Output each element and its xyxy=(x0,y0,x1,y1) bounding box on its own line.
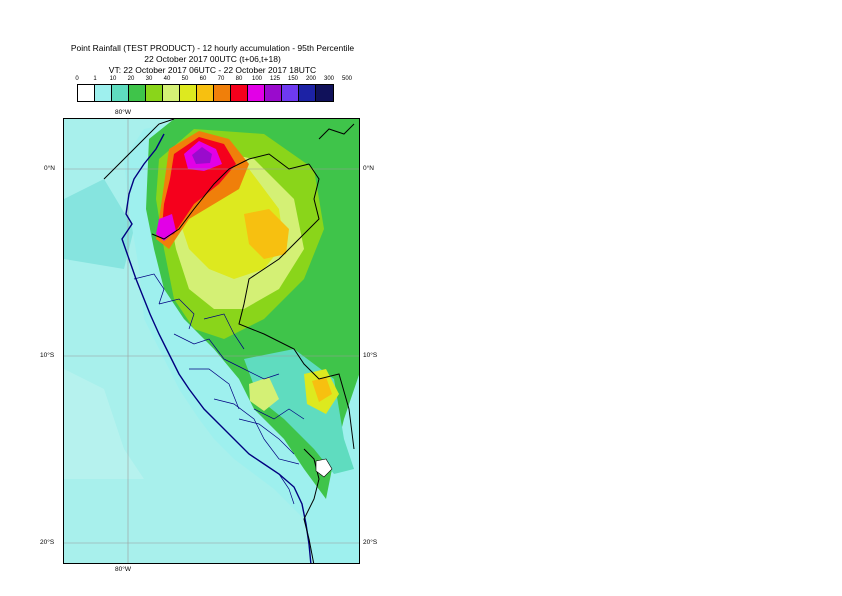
border-north xyxy=(318,123,355,140)
ocean-darker-band xyxy=(64,179,134,269)
ocean-south-band xyxy=(64,369,144,479)
lat-label-right-0: 0°N xyxy=(363,165,374,172)
legend-swatch-2 xyxy=(112,85,129,101)
legend-tick-label: 30 xyxy=(145,76,153,82)
legend-tick-label: 80 xyxy=(235,76,243,82)
legend-tick-label: 200 xyxy=(305,76,316,82)
title-line-2: 22 October 2017 00UTC (t+06,t+18) xyxy=(144,54,281,64)
regional-boundaries xyxy=(133,273,305,505)
lat-label-right-10: 10°S xyxy=(363,352,378,359)
lat-label-left-0: 0°N xyxy=(44,165,55,172)
legend-swatch-1 xyxy=(95,85,112,101)
legend-swatch-5 xyxy=(163,85,180,101)
lon-label-top: 80°W xyxy=(115,109,131,116)
lat-label-left-20: 20°S xyxy=(40,539,55,546)
legend-tick-label: 60 xyxy=(199,76,207,82)
legend-tick-label: 100 xyxy=(251,76,262,82)
lon-label-bottom: 80°W xyxy=(115,566,131,573)
title-line-3: VT: 22 October 2017 06UTC - 22 October 2… xyxy=(108,65,317,75)
legend-tick-label: 300 xyxy=(323,76,334,82)
legend-tick-label: 50 xyxy=(181,76,189,82)
legend-swatch-12 xyxy=(282,85,299,101)
color-legend xyxy=(77,84,334,102)
legend-swatch-13 xyxy=(299,85,316,101)
border-peru-brazil xyxy=(238,163,355,450)
legend-swatch-8 xyxy=(214,85,231,101)
border-ecuador-peru xyxy=(151,153,310,240)
rain-purple xyxy=(192,147,212,164)
border-peru-bolivia xyxy=(303,448,320,540)
legend-tick-label: 20 xyxy=(127,76,135,82)
legend-tick-label: 40 xyxy=(163,76,171,82)
legend-swatch-6 xyxy=(180,85,197,101)
legend-swatch-14 xyxy=(316,85,333,101)
rain-yellow-mid xyxy=(249,377,279,411)
legend-swatch-11 xyxy=(265,85,282,101)
legend-swatch-3 xyxy=(129,85,146,101)
title-line-1: Point Rainfall (TEST PRODUCT) - 12 hourl… xyxy=(70,43,355,53)
legend-swatch-7 xyxy=(197,85,214,101)
legend-tick-label: 10 xyxy=(109,76,117,82)
legend-swatch-9 xyxy=(231,85,248,101)
legend-swatch-4 xyxy=(146,85,163,101)
lat-label-left-10: 10°S xyxy=(40,352,55,359)
legend-tick-label: 500 xyxy=(341,76,352,82)
legend-tick-label: 70 xyxy=(217,76,225,82)
coastline xyxy=(121,133,312,563)
border-chile-bolivia xyxy=(308,538,315,563)
legend-swatch-10 xyxy=(248,85,265,101)
legend-tick-label: 150 xyxy=(287,76,298,82)
lake-titicaca xyxy=(315,458,333,478)
rainfall-map xyxy=(63,118,360,564)
legend-swatch-0 xyxy=(78,85,95,101)
legend-tick-label: 125 xyxy=(269,76,280,82)
border-colombia xyxy=(103,119,175,180)
rain-orange-east xyxy=(244,209,289,259)
legend-tick-label: 1 xyxy=(93,76,97,82)
rain-orange-south xyxy=(312,377,332,402)
map-canvas xyxy=(64,119,359,563)
legend-tick-label: 0 xyxy=(75,76,79,82)
lat-label-right-20: 20°S xyxy=(363,539,378,546)
